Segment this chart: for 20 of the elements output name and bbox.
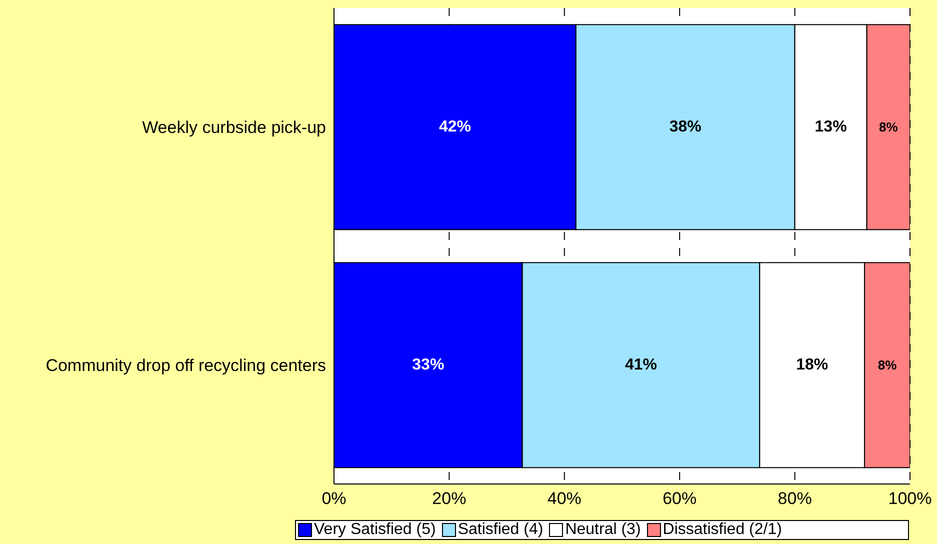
x-tick-label: 40%	[547, 489, 582, 508]
x-tick-label: 0%	[322, 489, 346, 508]
data-label: 8%	[878, 358, 898, 373]
x-tick-label: 60%	[662, 489, 697, 508]
data-label: 18%	[796, 356, 828, 374]
legend-label: Satisfied (4)	[456, 521, 544, 539]
data-label: 41%	[624, 356, 658, 374]
x-tick-label: 80%	[778, 489, 812, 508]
data-label: 8%	[879, 120, 898, 135]
x-tick-label: 20%	[432, 489, 466, 508]
x-tick-label: 100%	[888, 489, 932, 508]
data-label: 13%	[814, 118, 847, 136]
y-tick-label: Weekly curbside pick-up	[142, 118, 326, 138]
legend-label: Very Satisfied (5)	[313, 521, 436, 539]
y-tick-label: Community drop off recycling centers	[46, 356, 326, 376]
data-label: 42%	[438, 118, 471, 136]
legend-label: Neutral (3)	[564, 521, 641, 539]
legend-label: Dissatisfied (2/1)	[662, 521, 782, 539]
data-label: 38%	[669, 118, 702, 136]
data-label: 33%	[412, 356, 444, 374]
